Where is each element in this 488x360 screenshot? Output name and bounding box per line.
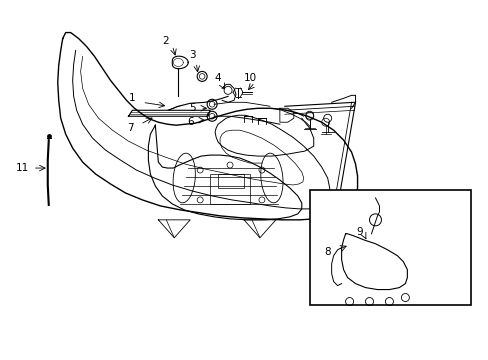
Text: 3: 3 <box>188 50 195 60</box>
Bar <box>210 174 249 204</box>
Text: 7: 7 <box>127 123 134 133</box>
Text: 11: 11 <box>16 163 29 173</box>
Text: 6: 6 <box>186 117 193 127</box>
Bar <box>309 190 470 305</box>
Bar <box>218 174 244 188</box>
Text: 5: 5 <box>188 103 195 113</box>
Text: 10: 10 <box>243 73 256 84</box>
Text: 2: 2 <box>162 36 168 46</box>
Text: 8: 8 <box>324 247 330 257</box>
Text: 4: 4 <box>214 73 221 84</box>
Text: 9: 9 <box>356 227 362 237</box>
Text: 1: 1 <box>129 93 136 103</box>
